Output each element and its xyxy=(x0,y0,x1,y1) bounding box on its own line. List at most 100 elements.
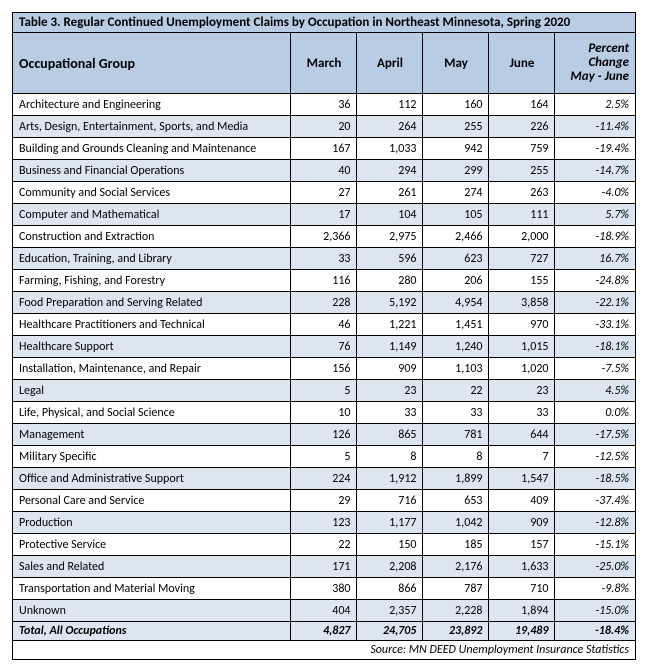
apr-cell: 909 xyxy=(357,358,423,380)
occupation-cell: Management xyxy=(13,424,291,446)
apr-cell: 2,208 xyxy=(357,556,423,578)
may-cell: 185 xyxy=(423,534,489,556)
occupation-cell: Healthcare Practitioners and Technical xyxy=(13,314,291,336)
apr-cell: 1,033 xyxy=(357,138,423,160)
apr-cell: 33 xyxy=(357,402,423,424)
mar-cell: 33 xyxy=(291,248,357,270)
occupation-cell: Building and Grounds Cleaning and Mainte… xyxy=(13,138,291,160)
total-apr: 24,705 xyxy=(357,622,423,641)
pct-cell: -22.1% xyxy=(555,292,636,314)
total-may: 23,892 xyxy=(423,622,489,641)
jun-cell: 111 xyxy=(489,204,555,226)
occupation-cell: Life, Physical, and Social Science xyxy=(13,402,291,424)
may-cell: 2,228 xyxy=(423,600,489,622)
occupation-cell: Community and Social Services xyxy=(13,182,291,204)
mar-cell: 46 xyxy=(291,314,357,336)
jun-cell: 1,015 xyxy=(489,336,555,358)
occupation-cell: Unknown xyxy=(13,600,291,622)
apr-cell: 294 xyxy=(357,160,423,182)
table-row: Management126865781644-17.5% xyxy=(13,424,636,446)
apr-cell: 23 xyxy=(357,380,423,402)
occupation-cell: Installation, Maintenance, and Repair xyxy=(13,358,291,380)
jun-cell: 23 xyxy=(489,380,555,402)
may-cell: 1,240 xyxy=(423,336,489,358)
may-cell: 1,042 xyxy=(423,512,489,534)
occupation-cell: Farming, Fishing, and Forestry xyxy=(13,270,291,292)
apr-cell: 1,177 xyxy=(357,512,423,534)
table-row: Education, Training, and Library33596623… xyxy=(13,248,636,270)
total-pct: -18.4% xyxy=(555,622,636,641)
mar-cell: 5 xyxy=(291,446,357,468)
apr-cell: 112 xyxy=(357,94,423,116)
may-cell: 1,103 xyxy=(423,358,489,380)
col-march: March xyxy=(291,33,357,94)
occupation-cell: Military Specific xyxy=(13,446,291,468)
table-row: Installation, Maintenance, and Repair156… xyxy=(13,358,636,380)
table-row: Arts, Design, Entertainment, Sports, and… xyxy=(13,116,636,138)
jun-cell: 1,547 xyxy=(489,468,555,490)
mar-cell: 2,366 xyxy=(291,226,357,248)
col-may: May xyxy=(423,33,489,94)
may-cell: 2,466 xyxy=(423,226,489,248)
jun-cell: 155 xyxy=(489,270,555,292)
may-cell: 942 xyxy=(423,138,489,160)
jun-cell: 710 xyxy=(489,578,555,600)
table-row: Architecture and Engineering361121601642… xyxy=(13,94,636,116)
mar-cell: 5 xyxy=(291,380,357,402)
mar-cell: 27 xyxy=(291,182,357,204)
occupation-cell: Computer and Mathematical xyxy=(13,204,291,226)
may-cell: 623 xyxy=(423,248,489,270)
pct-cell: -19.4% xyxy=(555,138,636,160)
jun-cell: 33 xyxy=(489,402,555,424)
table-row: Legal52322234.5% xyxy=(13,380,636,402)
occupation-cell: Transportation and Material Moving xyxy=(13,578,291,600)
jun-cell: 759 xyxy=(489,138,555,160)
mar-cell: 380 xyxy=(291,578,357,600)
table-row: Business and Financial Operations4029429… xyxy=(13,160,636,182)
table-row: Unknown4042,3572,2281,894-15.0% xyxy=(13,600,636,622)
occupation-cell: Protective Service xyxy=(13,534,291,556)
table-row: Sales and Related1712,2082,1761,633-25.0… xyxy=(13,556,636,578)
may-cell: 255 xyxy=(423,116,489,138)
jun-cell: 644 xyxy=(489,424,555,446)
pct-cell: -7.5% xyxy=(555,358,636,380)
jun-cell: 157 xyxy=(489,534,555,556)
apr-cell: 2,357 xyxy=(357,600,423,622)
apr-cell: 150 xyxy=(357,534,423,556)
table-row: Construction and Extraction2,3662,9752,4… xyxy=(13,226,636,248)
jun-cell: 909 xyxy=(489,512,555,534)
table-body: Architecture and Engineering361121601642… xyxy=(13,94,636,622)
may-cell: 299 xyxy=(423,160,489,182)
apr-cell: 1,912 xyxy=(357,468,423,490)
may-cell: 8 xyxy=(423,446,489,468)
occupation-cell: Education, Training, and Library xyxy=(13,248,291,270)
total-label: Total, All Occupations xyxy=(13,622,291,641)
mar-cell: 123 xyxy=(291,512,357,534)
apr-cell: 264 xyxy=(357,116,423,138)
may-cell: 2,176 xyxy=(423,556,489,578)
mar-cell: 40 xyxy=(291,160,357,182)
source-note: Source: MN DEED Unemployment Insurance S… xyxy=(13,641,636,660)
pct-cell: -4.0% xyxy=(555,182,636,204)
mar-cell: 156 xyxy=(291,358,357,380)
jun-cell: 1,020 xyxy=(489,358,555,380)
pct-cell: -12.5% xyxy=(555,446,636,468)
pct-cell: -17.5% xyxy=(555,424,636,446)
mar-cell: 116 xyxy=(291,270,357,292)
occupation-cell: Arts, Design, Entertainment, Sports, and… xyxy=(13,116,291,138)
mar-cell: 167 xyxy=(291,138,357,160)
total-mar: 4,827 xyxy=(291,622,357,641)
pct-cell: -33.1% xyxy=(555,314,636,336)
mar-cell: 22 xyxy=(291,534,357,556)
may-cell: 4,954 xyxy=(423,292,489,314)
mar-cell: 29 xyxy=(291,490,357,512)
jun-cell: 263 xyxy=(489,182,555,204)
pct-cell: 16.7% xyxy=(555,248,636,270)
pct-cell: 2.5% xyxy=(555,94,636,116)
table-row: Building and Grounds Cleaning and Mainte… xyxy=(13,138,636,160)
mar-cell: 224 xyxy=(291,468,357,490)
table-row: Food Preparation and Serving Related2285… xyxy=(13,292,636,314)
pct-cell: -15.1% xyxy=(555,534,636,556)
table-row: Life, Physical, and Social Science103333… xyxy=(13,402,636,424)
jun-cell: 2,000 xyxy=(489,226,555,248)
